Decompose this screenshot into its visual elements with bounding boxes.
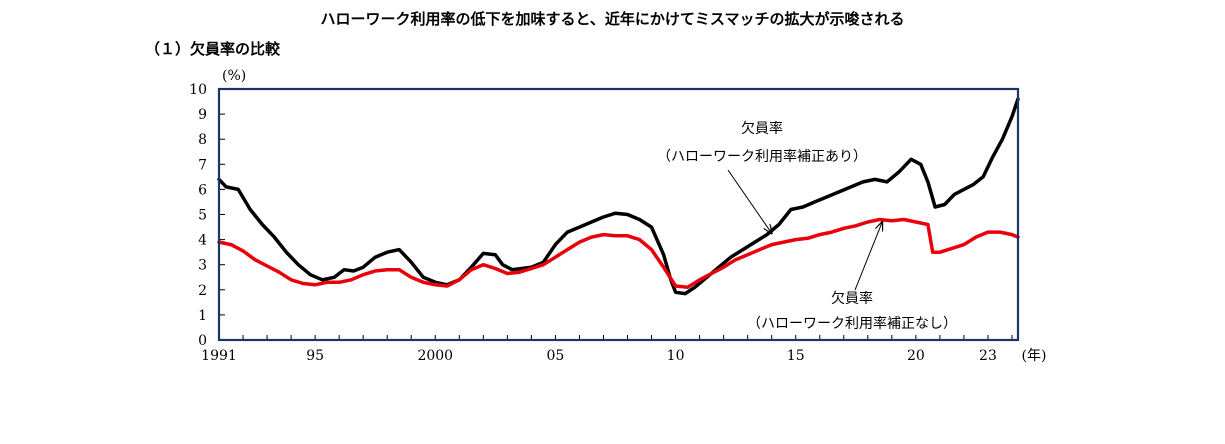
- annotation-sublabel: （ハローワーク利用率補正あり）: [657, 148, 867, 165]
- y-tick-label: 6: [198, 182, 207, 198]
- plot-frame: [217, 87, 1020, 342]
- x-tick-label: 20: [907, 348, 925, 364]
- x-tick-label: 15: [787, 348, 805, 364]
- x-axis-unit: (年): [1022, 348, 1047, 364]
- y-tick-label: 5: [198, 208, 207, 224]
- annotation-label: 欠員率: [831, 290, 873, 307]
- series-line-unadjusted: [217, 217, 1020, 290]
- y-tick-label: 3: [198, 258, 207, 274]
- x-tick-label: 1991: [201, 348, 237, 364]
- x-tick-label: 10: [667, 348, 685, 364]
- y-tick-label: 2: [198, 283, 207, 299]
- annotation-label: 欠員率: [741, 120, 783, 137]
- y-tick-label: 1: [198, 308, 207, 324]
- x-tick-label: 2000: [417, 348, 453, 364]
- annotation-arrow: [854, 222, 882, 291]
- x-tick-label: 05: [547, 348, 565, 364]
- annotation-sublabel: （ハローワーク利用率補正なし）: [747, 315, 957, 332]
- x-tick-label: 23: [979, 348, 997, 364]
- y-axis-unit: (%): [222, 68, 246, 84]
- page-title: ハローワーク利用率の低下を加味すると、近年にかけてミスマッチの拡大が示唆される: [320, 10, 905, 28]
- series-line-adjusted: [217, 97, 1020, 296]
- y-tick-label: 10: [189, 82, 207, 98]
- y-tick-label: 4: [198, 233, 207, 249]
- y-tick-label: 9: [198, 107, 207, 123]
- y-tick-label: 7: [198, 157, 207, 173]
- x-tick-label: 95: [306, 348, 324, 364]
- y-tick-label: 0: [198, 333, 207, 349]
- y-tick-label: 8: [198, 132, 207, 148]
- annotation-arrow: [727, 169, 772, 233]
- panel-title: （１）欠員率の比較: [145, 40, 281, 58]
